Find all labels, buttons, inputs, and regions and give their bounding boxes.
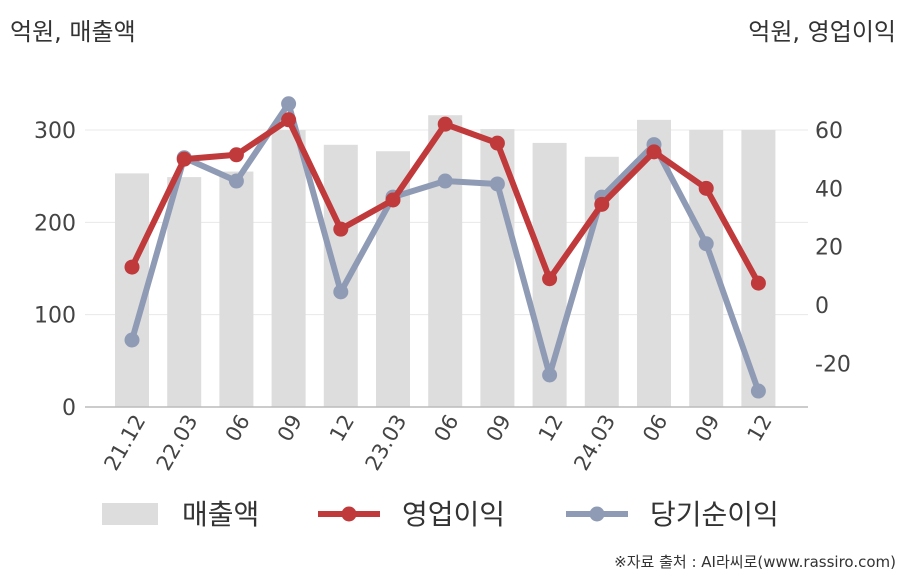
point-당기순이익-2 [228, 173, 244, 189]
point-당기순이익-7 [489, 176, 505, 192]
right-tick-label: 20 [815, 236, 843, 261]
x-tick-label: 09 [273, 411, 307, 446]
x-tick-label: 12 [743, 411, 777, 446]
bar-매출액-1 [167, 177, 202, 407]
left-tick-label: 0 [62, 396, 76, 421]
point-영업이익-3 [281, 112, 297, 128]
legend-label: 영업이익 [402, 498, 505, 531]
legend-marker-당기순이익 [589, 506, 605, 522]
x-tick-label: 12 [534, 411, 568, 446]
point-당기순이익-11 [698, 236, 714, 252]
point-영업이익-8 [542, 271, 558, 287]
point-당기순이익-4 [333, 284, 349, 300]
point-영업이익-6 [437, 116, 453, 132]
point-영업이익-12 [750, 275, 766, 291]
x-tick-label: 23.03 [360, 411, 411, 475]
x-tick-label: 22.03 [152, 411, 203, 475]
bar-매출액-6 [428, 115, 463, 407]
point-영업이익-4 [333, 221, 349, 237]
point-당기순이익-3 [281, 96, 297, 112]
point-영업이익-11 [698, 180, 714, 196]
x-tick-label: 06 [221, 411, 255, 446]
legend-label: 매출액 [182, 498, 259, 531]
x-tick-label: 09 [690, 411, 724, 446]
point-당기순이익-0 [124, 332, 140, 348]
point-당기순이익-12 [750, 383, 766, 399]
right-axis-unit-label: 억원, 영업이익 [748, 18, 896, 46]
x-tick-label: 12 [325, 411, 359, 446]
point-영업이익-5 [385, 192, 401, 208]
point-당기순이익-6 [437, 173, 453, 189]
x-tick-label: 06 [638, 411, 672, 446]
source-credit: ※자료 출처 : AI라씨로(www.rassiro.com) [614, 553, 896, 571]
bar-매출액-2 [219, 171, 254, 407]
left-tick-label: 200 [34, 211, 76, 236]
x-tick-label: 24.03 [569, 411, 620, 475]
point-영업이익-9 [594, 196, 610, 212]
legend-marker-영업이익 [341, 506, 357, 522]
point-영업이익-2 [228, 147, 244, 163]
point-당기순이익-8 [542, 367, 558, 383]
legend-swatch-매출액 [102, 503, 158, 525]
x-tick-label: 06 [429, 411, 463, 446]
right-tick-label: 0 [815, 294, 829, 319]
point-영업이익-1 [176, 151, 192, 167]
left-tick-label: 300 [34, 119, 76, 144]
right-tick-label: 60 [815, 119, 843, 144]
right-tick-label: -20 [815, 352, 851, 377]
x-tick-label: 09 [482, 411, 516, 446]
bar-매출액-3 [271, 130, 306, 407]
point-영업이익-7 [489, 135, 505, 151]
right-tick-label: 40 [815, 177, 843, 202]
left-tick-label: 100 [34, 304, 76, 329]
legend-label: 당기순이익 [650, 498, 779, 531]
point-영업이익-10 [646, 144, 662, 160]
left-axis-unit-label: 억원, 매출액 [10, 18, 136, 46]
point-영업이익-0 [124, 259, 140, 275]
x-tick-label: 21.12 [99, 411, 150, 475]
